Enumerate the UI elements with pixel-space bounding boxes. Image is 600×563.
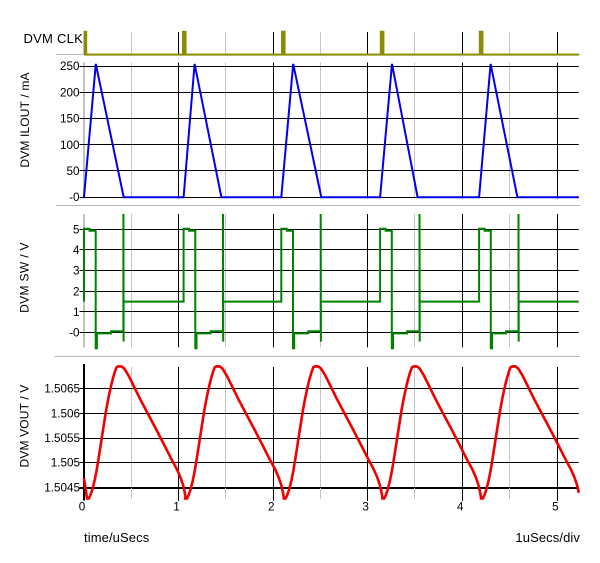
svg-text:3: 3 — [362, 500, 369, 513]
svg-text:5: 5 — [73, 223, 80, 236]
svg-text:100: 100 — [60, 139, 80, 152]
svg-text:1uSecs/div: 1uSecs/div — [515, 530, 580, 545]
svg-text:time/uSecs: time/uSecs — [84, 530, 150, 545]
svg-text:250: 250 — [60, 60, 80, 73]
svg-text:1: 1 — [173, 500, 180, 513]
svg-text:4: 4 — [73, 244, 80, 257]
svg-text:1.5055: 1.5055 — [44, 432, 80, 445]
svg-text:-0: -0 — [69, 327, 80, 340]
svg-text:150: 150 — [60, 113, 80, 126]
svg-text:DVM VOUT / V: DVM VOUT / V — [18, 385, 32, 468]
svg-text:3: 3 — [73, 265, 80, 278]
svg-text:DVM SW / V: DVM SW / V — [18, 242, 32, 313]
svg-text:-0: -0 — [69, 191, 80, 204]
svg-text:5: 5 — [552, 500, 559, 513]
svg-text:1.5045: 1.5045 — [44, 481, 80, 494]
svg-text:0: 0 — [79, 500, 86, 513]
svg-text:2: 2 — [268, 500, 275, 513]
svg-text:1.506: 1.506 — [51, 407, 80, 420]
svg-text:1: 1 — [73, 306, 80, 319]
svg-text:4: 4 — [457, 500, 464, 513]
svg-text:DVM ILOUT / mA: DVM ILOUT / mA — [18, 72, 32, 167]
svg-text:50: 50 — [66, 165, 80, 178]
svg-text:200: 200 — [60, 86, 80, 99]
svg-text:1.505: 1.505 — [51, 457, 81, 470]
svg-text:2: 2 — [73, 285, 80, 298]
svg-text:DVM CLK: DVM CLK — [23, 31, 83, 46]
svg-text:1.5065: 1.5065 — [44, 383, 80, 396]
